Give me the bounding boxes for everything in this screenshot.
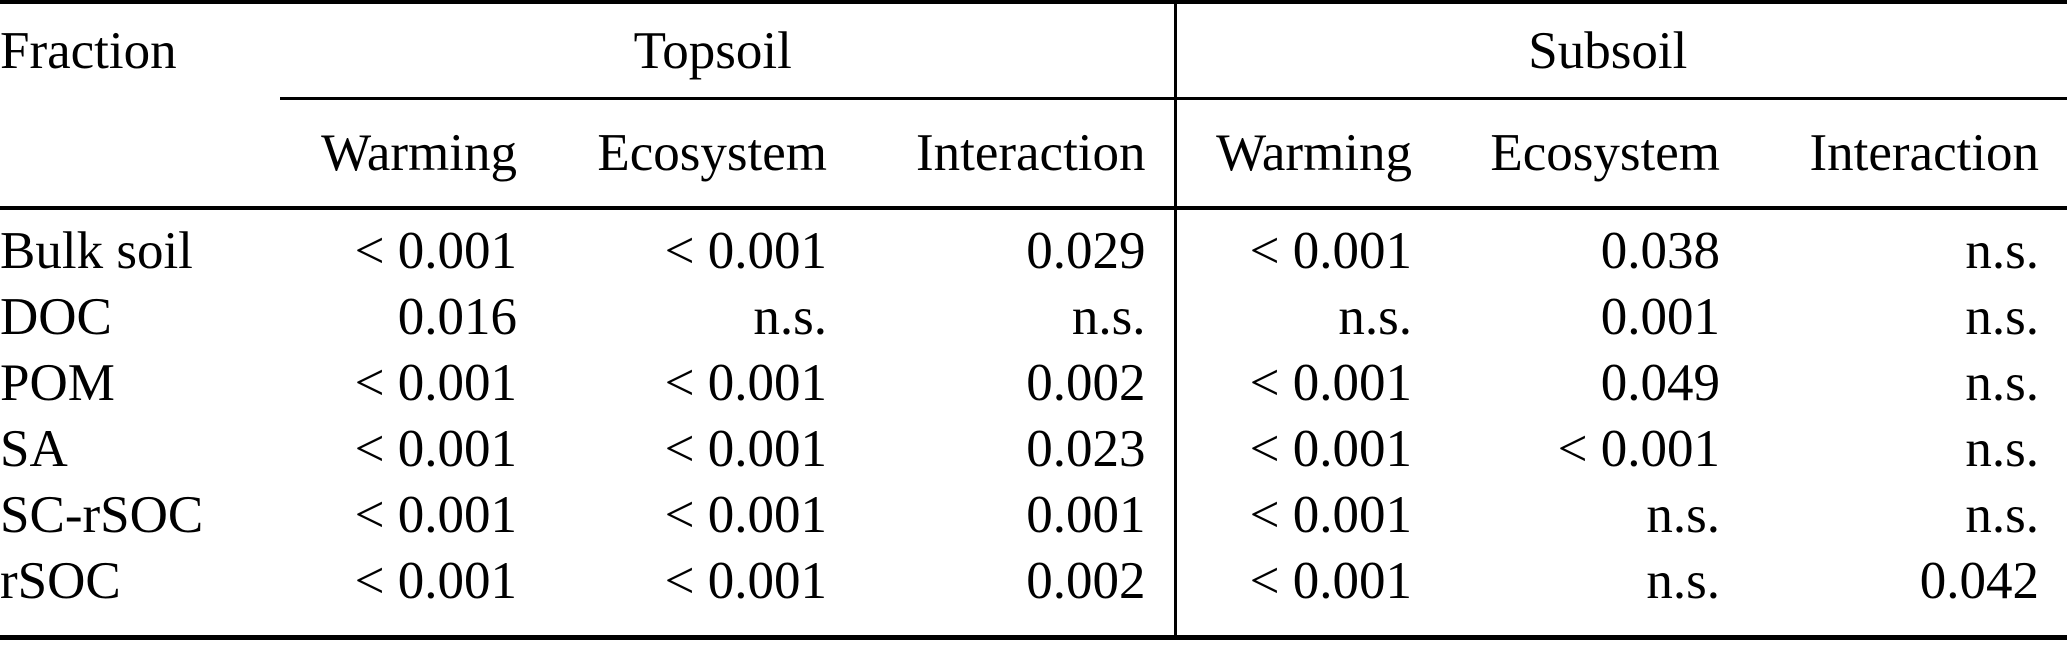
p-value-cell: n.s. <box>753 288 827 346</box>
p-value-cell: n.s. <box>1646 486 1721 544</box>
column-header-empty <box>0 98 280 210</box>
p-value-cell: < 0.001 <box>664 222 827 280</box>
table-row-rsoc: rSOC < 0.001 < 0.001 0.002 < 0.001 n.s. … <box>0 548 2067 614</box>
spacer-cell <box>855 614 1176 640</box>
table-row-pom: POM < 0.001 < 0.001 0.002 < 0.001 0.049 … <box>0 350 2067 416</box>
p-value-cell: 0.002 <box>1026 354 1146 412</box>
p-value-cell: n.s. <box>1646 552 1721 610</box>
p-value-cell: < 0.001 <box>354 222 517 280</box>
p-value-cell: < 0.001 <box>664 420 827 478</box>
group-header-subsoil: Subsoil <box>1173 0 2067 100</box>
table-row-sa: SA < 0.001 < 0.001 0.023 < 0.001 < 0.001… <box>0 416 2067 482</box>
column-header-subsoil-interaction: Interaction <box>1748 98 2067 210</box>
p-value-cell: < 0.001 <box>1173 350 1441 416</box>
group-header-row: Fraction Topsoil Subsoil <box>0 0 2067 100</box>
p-value-cell: < 0.001 <box>354 354 517 412</box>
p-value-cell: 0.029 <box>1026 222 1146 280</box>
fraction-cell: SA <box>0 420 68 478</box>
p-value-cell: < 0.001 <box>1173 548 1441 614</box>
spacer-cell <box>1748 614 2067 640</box>
column-header-row: Warming Ecosystem Interaction Warming Ec… <box>0 98 2067 210</box>
column-header-subsoil-warming: Warming <box>1173 98 1441 210</box>
p-value-cell: < 0.001 <box>354 420 517 478</box>
table-row-bulk-soil: Bulk soil < 0.001 < 0.001 0.029 < 0.001 … <box>0 208 2067 284</box>
table-row-doc: DOC 0.016 n.s. n.s. n.s. 0.001 n.s. <box>0 284 2067 350</box>
fraction-cell: DOC <box>0 288 112 346</box>
p-value-cell: < 0.001 <box>1173 416 1441 482</box>
spacer-cell <box>545 614 855 640</box>
column-header-topsoil-ecosystem: Ecosystem <box>545 98 855 210</box>
p-value-cell: 0.023 <box>1026 420 1146 478</box>
column-header-subsoil-ecosystem: Ecosystem <box>1440 98 1749 210</box>
spacer-cell <box>0 614 280 640</box>
p-value-cell: 0.001 <box>1600 288 1721 346</box>
fraction-cell: Bulk soil <box>0 222 193 280</box>
p-value-cell: < 0.001 <box>1173 482 1441 548</box>
column-header-topsoil-interaction: Interaction <box>855 98 1176 210</box>
p-value-cell: n.s. <box>1965 420 2040 478</box>
group-header-topsoil: Topsoil <box>280 0 1176 100</box>
p-value-cell: < 0.001 <box>354 552 517 610</box>
p-value-cell: n.s. <box>1965 486 2040 544</box>
p-value-cell: n.s. <box>1965 222 2040 280</box>
spacer-cell <box>280 614 545 640</box>
spacer-cell <box>1440 614 1749 640</box>
p-value-cell: < 0.001 <box>664 486 827 544</box>
p-value-cell: < 0.001 <box>1173 208 1441 284</box>
table-row-sc-rsoc: SC-rSOC < 0.001 < 0.001 0.001 < 0.001 n.… <box>0 482 2067 548</box>
p-value-cell: 0.002 <box>1026 552 1146 610</box>
p-value-cell: < 0.001 <box>1557 420 1721 478</box>
p-value-cell: n.s. <box>1965 354 2040 412</box>
column-header-fraction: Fraction <box>0 0 280 99</box>
p-value-cell: 0.049 <box>1600 354 1721 412</box>
fraction-cell: SC-rSOC <box>0 486 204 544</box>
p-value-cell: < 0.001 <box>354 486 517 544</box>
p-value-cell: 0.038 <box>1600 222 1721 280</box>
spacer-cell <box>1173 614 1441 640</box>
p-value-cell: 0.001 <box>1026 486 1146 544</box>
p-value-cell: n.s. <box>1071 288 1146 346</box>
fraction-cell: rSOC <box>0 552 121 610</box>
p-value-cell: 0.042 <box>1919 552 2040 610</box>
p-value-cell: 0.016 <box>397 288 517 346</box>
p-value-cell: < 0.001 <box>664 552 827 610</box>
p-value-cell: n.s. <box>1173 284 1441 350</box>
column-header-topsoil-warming: Warming <box>280 98 545 210</box>
bottom-spacer-row <box>0 614 2067 640</box>
p-value-cell: n.s. <box>1965 288 2040 346</box>
p-value-cell: < 0.001 <box>664 354 827 412</box>
fraction-cell: POM <box>0 354 115 412</box>
